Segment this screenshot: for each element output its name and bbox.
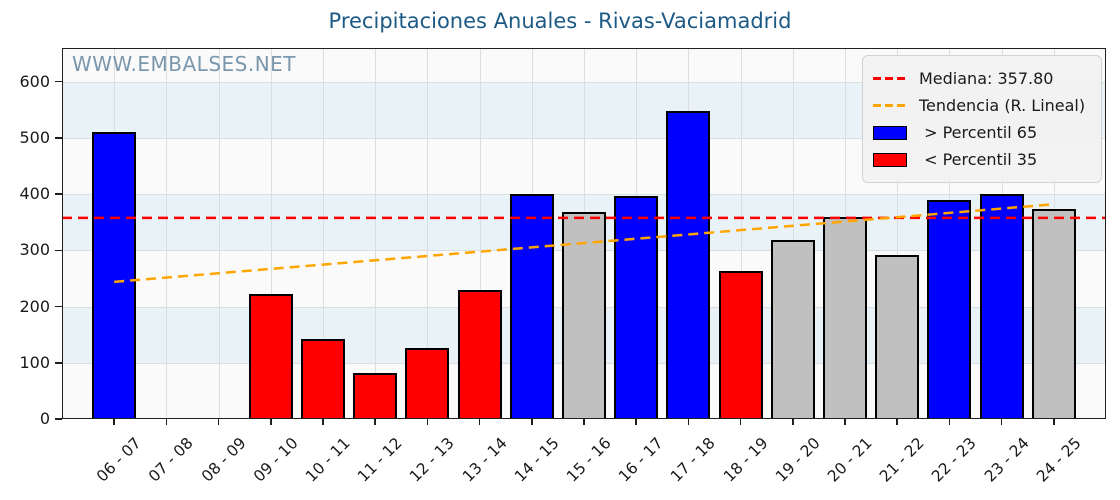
bar-24-25 [1031,208,1076,419]
legend-label-p65: > Percentil 65 [919,123,1038,142]
bar-09-10 [248,294,293,419]
y-tick-label: 500 [19,127,50,147]
x-tick-mark [739,419,742,425]
x-tick-mark [792,419,794,425]
y-tick-mark [55,305,62,308]
x-tick-mark [844,419,846,425]
x-tick-mark [687,419,690,425]
x-tick-mark [1000,419,1003,425]
x-tick-mark [531,419,533,425]
x-tick-mark [478,419,481,425]
p65-patch-sample [873,125,907,140]
legend-label-trend: Tendencia (R. Lineal) [919,96,1086,115]
bar-23-24 [979,193,1024,419]
trend-line-sample [873,104,907,107]
y-tick-mark [55,362,62,364]
y-tick-mark [55,80,62,83]
x-tick-mark [635,419,637,425]
bar-11-12 [353,372,398,419]
vertical-gridline [375,48,377,419]
y-tick-mark [55,418,62,420]
bar-12-13 [405,347,450,419]
y-tick-label: 600 [19,71,50,91]
legend-label-p35: < Percentil 35 [919,150,1038,169]
y-tick-label: 0 [39,409,50,428]
x-tick-mark [322,419,324,425]
y-tick-label: 300 [19,240,50,260]
legend: Mediana: 357.80 Tendencia (R. Lineal) > … [862,55,1102,183]
bar-17-18 [666,110,711,419]
bar-22-23 [927,199,972,419]
x-tick-mark [270,419,272,425]
vertical-gridline [166,48,168,419]
legend-row-p65: > Percentil 65 [873,119,1091,146]
bar-16-17 [614,195,659,419]
bar-21-22 [875,254,920,419]
median-line-sample [873,77,907,80]
legend-row-median: Mediana: 357.80 [873,65,1091,92]
bar-13-14 [457,289,502,419]
bar-18-19 [718,271,763,419]
bar-10-11 [301,339,345,419]
y-tick-label: 100 [19,352,50,372]
chart-title: Precipitaciones Anuales - Rivas-Vaciamad… [328,9,792,33]
y-tick-label: 400 [19,184,50,204]
bar-06-07 [92,132,137,419]
watermark: WWW.EMBALSES.NET [72,52,297,76]
bar-20-21 [823,216,867,419]
bar-19-20 [770,240,815,419]
vertical-gridline [218,48,220,419]
x-tick-mark [1053,419,1055,425]
x-tick-mark [374,419,376,425]
x-tick-mark [217,419,220,425]
bar-14-15 [509,194,554,419]
x-tick-mark [583,419,585,425]
legend-label-median: Mediana: 357.80 [919,69,1054,88]
x-tick-mark [426,419,429,425]
x-tick-mark [165,419,168,425]
x-tick-mark [113,419,115,425]
y-tick-mark [55,137,62,139]
x-tick-mark [948,419,951,425]
legend-row-trend: Tendencia (R. Lineal) [873,92,1091,119]
y-tick-label: 200 [19,296,50,316]
p35-patch-sample [873,152,907,167]
y-tick-mark [55,249,62,252]
x-tick-mark [896,419,898,425]
legend-row-p35: < Percentil 35 [873,146,1091,173]
y-tick-mark [55,193,62,195]
bar-15-16 [562,211,606,419]
